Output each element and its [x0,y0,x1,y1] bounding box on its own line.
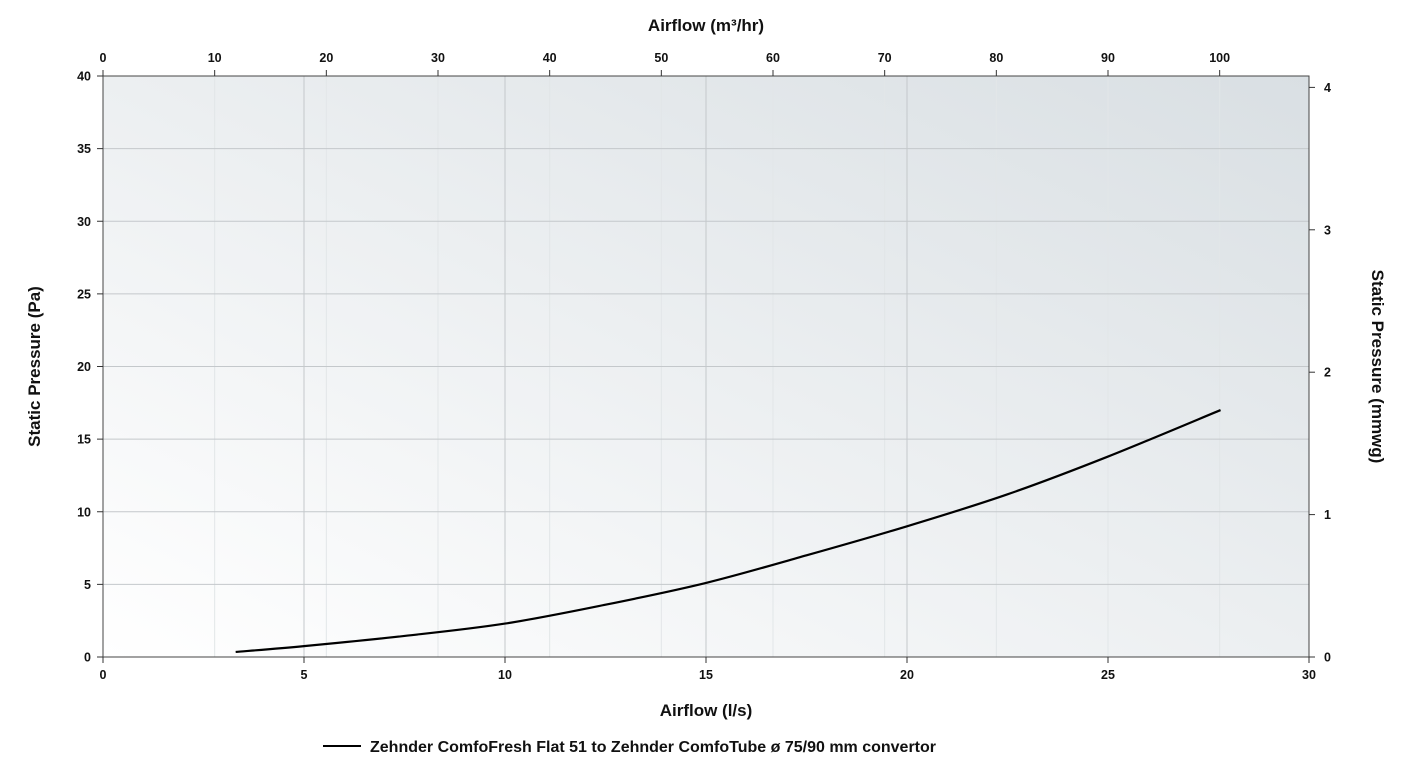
y-tick-label: 10 [77,505,91,519]
x2-tick-label: 100 [1209,51,1230,65]
x2-tick-label: 70 [878,51,892,65]
x2-tick-label: 80 [989,51,1003,65]
y-tick-label: 20 [77,360,91,374]
x-tick-label: 30 [1302,668,1316,682]
x-tick-label: 0 [100,668,107,682]
x-tick-label: 20 [900,668,914,682]
series-layer [235,409,1221,654]
x-tick-label: 5 [301,668,308,682]
x2-tick-label: 20 [319,51,333,65]
x2-tick-label: 0 [100,51,107,65]
y2-tick-label: 1 [1324,508,1331,522]
y2-tick-label: 2 [1324,366,1331,380]
y-tick-label: 5 [84,578,91,592]
legend-label: Zehnder ComfoFresh Flat 51 to Zehnder Co… [370,739,936,756]
legend: Zehnder ComfoFresh Flat 51 to Zehnder Co… [323,739,936,756]
y2-tick-label: 0 [1324,651,1331,665]
right-y-axis-title: Static Pressure (mmwg) [1368,270,1387,464]
x-tick-label: 15 [699,668,713,682]
x2-tick-label: 30 [431,51,445,65]
x2-tick-label: 60 [766,51,780,65]
x2-tick-label: 10 [208,51,222,65]
y-tick-label: 35 [77,142,91,156]
y-tick-label: 0 [84,651,91,665]
x-tick-label: 10 [498,668,512,682]
y-tick-label: 25 [77,287,91,301]
axis-ticks: 0 5 10 15 20 25 300 10 20 30 40 50 60 70 80 90 100051015… [77,51,1331,682]
top-x-axis-title: Airflow (m³/hr) [648,16,764,35]
x-tick-label: 25 [1101,668,1115,682]
series-line [235,409,1221,654]
x-axis-title: Airflow (l/s) [660,701,753,720]
y-tick-label: 30 [77,215,91,229]
x2-tick-label: 90 [1101,51,1115,65]
y-tick-label: 15 [77,433,91,447]
y2-tick-label: 3 [1324,223,1331,237]
y-axis-title: Static Pressure (Pa) [25,286,44,447]
y-tick-label: 40 [77,70,91,84]
y2-tick-label: 4 [1324,81,1331,95]
x2-tick-label: 50 [654,51,668,65]
x2-tick-label: 40 [543,51,557,65]
